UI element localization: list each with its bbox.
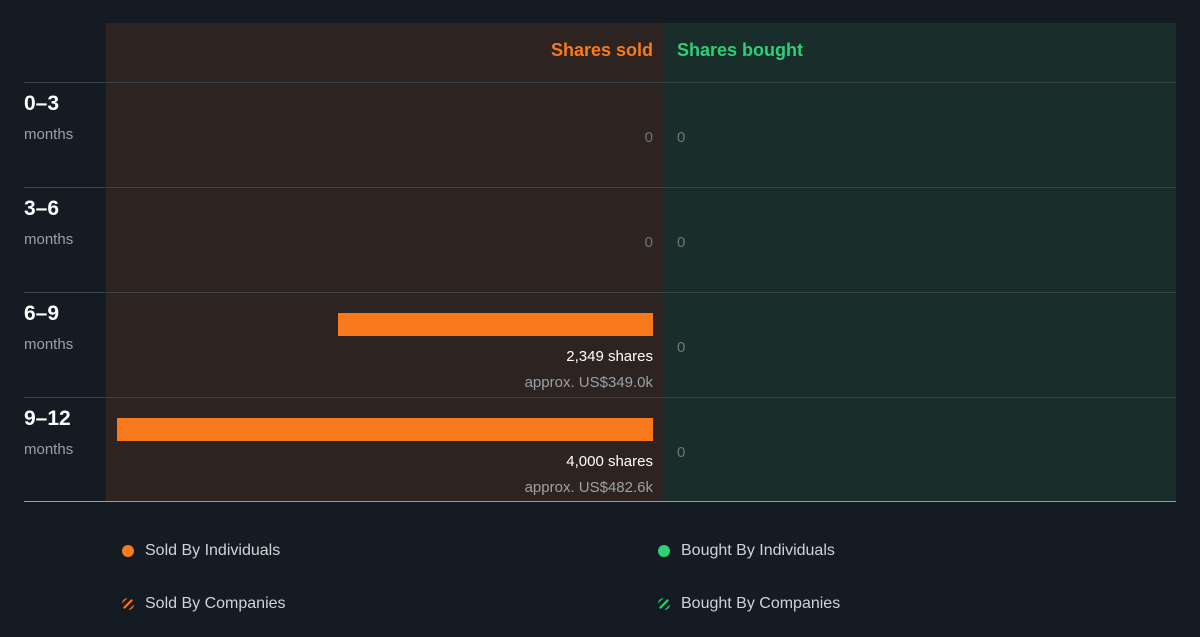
- period-label: 9–12: [24, 407, 71, 430]
- legend-sold-by-individuals: Sold By Individuals: [122, 542, 280, 560]
- green-dot-icon: [658, 545, 670, 557]
- orange-dot-icon: [122, 545, 134, 557]
- legend-label: Sold By Companies: [145, 595, 286, 612]
- row-divider: [24, 292, 1176, 293]
- legend-label: Bought By Individuals: [681, 542, 835, 559]
- period-label: 3–6: [24, 197, 60, 220]
- row-divider: [24, 82, 1176, 83]
- bought-value-zero: 0: [677, 444, 686, 461]
- period-unit-label: months: [24, 336, 74, 353]
- shares-sold-value: approx. US$482.6k: [524, 479, 653, 496]
- orange-hatched-icon: [122, 598, 134, 610]
- shares-sold-count: 2,349 shares: [566, 348, 653, 365]
- shares-bought-panel: [663, 23, 1176, 501]
- legend-sold-by-companies: Sold By Companies: [122, 595, 286, 613]
- shares-sold-header: Shares sold: [550, 40, 653, 60]
- period-label: 0–3: [24, 92, 60, 115]
- sold-value-zero: 0: [644, 129, 653, 146]
- green-hatched-icon: [658, 598, 670, 610]
- period-row-3-6: 3–6 months 0 0: [0, 187, 1200, 292]
- legend-bought-by-companies: Bought By Companies: [658, 595, 840, 613]
- period-row-6-9: 6–9 months 2,349 shares approx. US$349.0…: [0, 292, 1200, 397]
- shares-bought-header: Shares bought: [677, 40, 804, 60]
- bought-value-zero: 0: [677, 234, 686, 251]
- period-row-0-3: 0–3 months 0 0: [0, 82, 1200, 187]
- legend-label: Sold By Individuals: [145, 542, 281, 559]
- period-row-9-12: 9–12 months 4,000 shares approx. US$482.…: [0, 397, 1200, 502]
- x-axis-line: [24, 501, 1176, 502]
- shares-sold-bar: [338, 313, 653, 336]
- row-divider: [24, 187, 1176, 188]
- period-unit-label: months: [24, 231, 74, 248]
- bought-value-zero: 0: [677, 129, 686, 146]
- period-unit-label: months: [24, 126, 74, 143]
- row-divider: [24, 397, 1176, 398]
- legend-label: Bought By Companies: [681, 595, 841, 612]
- shares-sold-value: approx. US$349.0k: [524, 374, 653, 391]
- sold-value-zero: 0: [644, 234, 653, 251]
- period-unit-label: months: [24, 441, 74, 458]
- legend-bought-by-individuals: Bought By Individuals: [658, 542, 835, 560]
- shares-sold-count: 4,000 shares: [566, 453, 653, 470]
- shares-sold-bar: [117, 418, 653, 441]
- period-label: 6–9: [24, 302, 60, 325]
- bought-value-zero: 0: [677, 339, 686, 356]
